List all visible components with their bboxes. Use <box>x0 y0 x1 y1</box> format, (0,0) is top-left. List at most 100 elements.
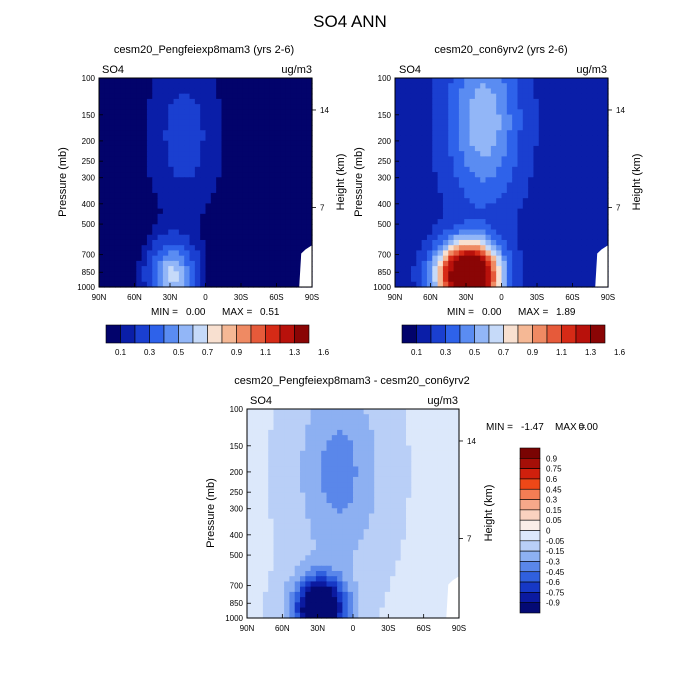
field-cell <box>421 523 428 530</box>
field-cell <box>586 260 593 267</box>
field-cell <box>136 187 143 194</box>
field-cell <box>437 518 444 525</box>
y-tick-label: 400 <box>378 200 392 209</box>
field-cell <box>528 219 535 225</box>
field-cell <box>125 119 132 126</box>
field-cell <box>374 612 381 619</box>
field-cell <box>453 487 460 494</box>
field-cell <box>453 445 460 452</box>
field-cell <box>405 250 412 257</box>
field-cell <box>337 497 343 504</box>
field-cell <box>411 456 418 462</box>
field-cell <box>221 276 228 283</box>
field-cell <box>114 234 121 241</box>
field-cell <box>337 445 343 452</box>
field-cell <box>368 570 375 577</box>
field-cell <box>221 88 228 95</box>
field-cell <box>576 83 582 90</box>
field-cell <box>506 140 513 147</box>
field-cell <box>130 172 137 178</box>
field-cell <box>173 260 180 267</box>
field-cell <box>168 245 175 252</box>
field-cell <box>136 145 143 152</box>
field-cell <box>285 266 292 272</box>
field-cell <box>501 114 508 121</box>
field-cell <box>570 109 577 116</box>
field-cell <box>290 83 297 90</box>
field-cell <box>432 597 439 603</box>
field-cell <box>533 145 540 152</box>
field-cell <box>305 544 312 551</box>
field-cell <box>178 271 185 278</box>
field-cell <box>262 461 269 468</box>
field-cell <box>232 260 239 267</box>
field-cell <box>99 125 105 131</box>
field-cell <box>597 219 604 225</box>
field-cell <box>284 591 290 598</box>
field-cell <box>538 172 545 178</box>
field-cell <box>146 130 153 137</box>
field-cell <box>300 419 306 426</box>
field-cell <box>221 260 228 267</box>
field-cell <box>437 172 444 178</box>
field-cell <box>189 203 196 210</box>
field-cell <box>337 440 343 447</box>
field-cell <box>194 260 201 267</box>
field-cell <box>368 513 375 520</box>
field-cell <box>141 93 148 100</box>
field-cell <box>411 466 418 473</box>
field-cell <box>306 213 313 220</box>
field-cell <box>453 250 460 257</box>
field-cell <box>189 104 196 110</box>
field-cell <box>485 250 492 257</box>
field-cell <box>280 255 286 262</box>
field-cell <box>528 151 535 157</box>
field-cell <box>242 125 249 131</box>
field-cell <box>331 550 338 556</box>
field-cell <box>554 255 561 262</box>
field-cell <box>490 140 497 147</box>
field-cell <box>289 482 296 488</box>
field-cell <box>560 192 566 199</box>
field-cell <box>586 182 593 189</box>
field-cell <box>262 482 269 488</box>
field-cell <box>592 229 598 236</box>
field-cell <box>517 250 524 257</box>
field-cell <box>136 281 143 288</box>
field-cell <box>496 224 503 231</box>
field-cell <box>506 145 513 152</box>
field-cell <box>448 104 455 110</box>
field-cell <box>570 203 577 210</box>
field-cell <box>421 424 428 431</box>
field-cell <box>406 570 412 577</box>
field-cell <box>480 245 487 252</box>
field-cell <box>395 456 402 462</box>
field-cell <box>99 224 105 231</box>
field-cell <box>289 576 296 583</box>
field-cell <box>501 83 508 90</box>
field-cell <box>480 213 487 220</box>
field-cell <box>157 276 164 283</box>
field-cell <box>597 78 604 84</box>
field-cell <box>410 151 417 157</box>
field-cell <box>200 239 207 246</box>
field-cell <box>300 565 306 572</box>
field-cell <box>173 135 180 142</box>
field-cell <box>136 203 143 210</box>
field-cell <box>448 245 455 252</box>
field-cell <box>501 229 508 236</box>
field-cell <box>104 83 111 90</box>
field-cell <box>257 586 264 593</box>
field-cell <box>257 497 264 504</box>
field-cell <box>168 109 175 116</box>
field-cell <box>294 586 301 593</box>
field-cell <box>443 576 449 583</box>
field-cell <box>544 208 551 215</box>
field-cell <box>560 88 566 95</box>
field-cell <box>432 239 439 246</box>
field-cell <box>416 172 423 178</box>
field-cell <box>248 224 255 231</box>
field-cell <box>581 271 588 278</box>
field-cell <box>268 550 275 556</box>
field-cell <box>480 255 487 262</box>
